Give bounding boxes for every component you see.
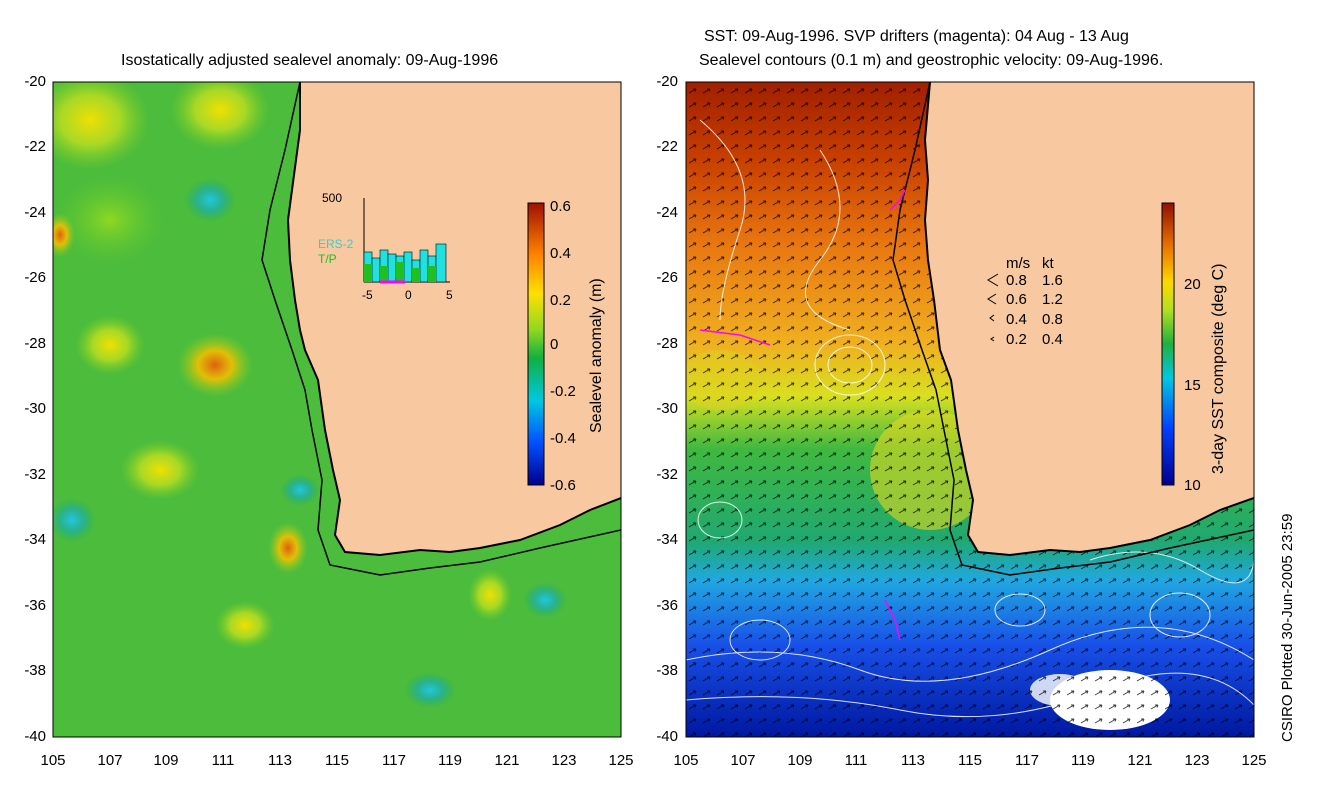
left-xtick: 109: [153, 752, 179, 769]
velocity-legend-kt: 1.2: [1042, 291, 1063, 308]
inset-histogram: [363, 198, 450, 284]
right-ytick: -28: [656, 335, 678, 352]
credit-label: CSIRO Plotted 30-Jun-2005 23:59: [1279, 513, 1296, 742]
left-colorbar-tick: -0.4: [550, 430, 576, 447]
inset-xtick: 5: [446, 288, 453, 302]
right-plot-frame: [685, 81, 1255, 738]
left-map-field: [53, 82, 621, 737]
velocity-legend-kt: 0.4: [1042, 331, 1063, 348]
right-colorbar: [1161, 202, 1175, 486]
velocity-legend-arrows: [987, 273, 999, 342]
right-colorbar-tick: 20: [1184, 276, 1201, 293]
left-colorbar-tick: -0.6: [550, 477, 576, 494]
left-ytick: -36: [24, 597, 46, 614]
left-ytick: -30: [24, 400, 46, 417]
right-colorbar-tick: 15: [1184, 377, 1201, 394]
left-xtick: 121: [494, 752, 520, 769]
left-ytick: -34: [24, 531, 46, 548]
left-ytick: -26: [24, 269, 46, 286]
velocity-legend-header-ms: m/s: [1006, 255, 1031, 272]
left-xtick: 123: [551, 752, 577, 769]
left-xtick: 119: [438, 752, 462, 769]
right-xtick: 125: [1241, 752, 1267, 769]
right-xtick: 111: [844, 752, 868, 769]
left-plot-frame: [52, 81, 622, 738]
right-ytick: -20: [656, 73, 678, 90]
inset-legend-ers2: ERS-2: [318, 237, 354, 251]
right-ytick: -32: [656, 466, 678, 483]
left-ytick: -20: [24, 73, 46, 90]
inset-xtick: -5: [362, 288, 373, 302]
right-xtick: 123: [1184, 752, 1210, 769]
left-ytick: -38: [24, 662, 46, 679]
right-chart-title-line2: Sealevel contours (0.1 m) and geostrophi…: [699, 52, 1164, 69]
right-ytick: -38: [656, 662, 678, 679]
left-xtick: 117: [382, 752, 406, 769]
right-xtick: 113: [901, 752, 925, 769]
left-ytick: -32: [24, 466, 46, 483]
left-xtick: 125: [608, 752, 634, 769]
left-colorbar-tick: 0.6: [550, 198, 571, 215]
left-xtick: 107: [97, 752, 123, 769]
right-colorbar-label: 3-day SST composite (deg C): [1210, 263, 1227, 474]
left-xtick: 105: [40, 752, 66, 769]
left-colorbar: [527, 202, 545, 486]
velocity-legend-kt: 1.6: [1042, 272, 1063, 289]
right-ytick: -24: [656, 204, 678, 221]
right-ytick: -36: [656, 597, 678, 614]
left-ytick: -40: [24, 728, 46, 745]
left-colorbar-label: Sealevel anomaly (m): [588, 278, 605, 433]
velocity-legend-ms: 0.6: [1006, 291, 1027, 308]
left-xtick: 111: [211, 752, 235, 769]
right-xtick: 115: [958, 752, 982, 769]
left-ytick: -24: [24, 204, 46, 221]
right-xtick: 117: [1015, 752, 1039, 769]
inset-ymax-label: 500: [322, 191, 342, 205]
right-xtick: 105: [673, 752, 699, 769]
right-ytick: -34: [656, 531, 678, 548]
inset-xtick: 0: [405, 288, 412, 302]
right-xtick: 109: [787, 752, 813, 769]
left-colorbar-tick: 0: [550, 336, 559, 353]
right-ytick: -22: [656, 138, 678, 155]
left-colorbar-tick: -0.2: [550, 383, 576, 400]
left-ytick: -22: [24, 138, 46, 155]
velocity-legend-ms: 0.2: [1006, 331, 1027, 348]
inset-legend-tp: T/P: [318, 252, 337, 266]
right-ytick: -26: [656, 269, 678, 286]
velocity-legend-ms: 0.8: [1006, 272, 1027, 289]
right-xtick: 121: [1127, 752, 1153, 769]
right-ytick: -40: [656, 728, 678, 745]
right-colorbar-tick: 10: [1184, 477, 1201, 494]
velocity-legend-ms: 0.4: [1006, 311, 1027, 328]
right-xtick: 107: [730, 752, 756, 769]
left-xtick: 113: [268, 752, 292, 769]
right-xtick: 119: [1071, 752, 1095, 769]
left-chart-title: Isostatically adjusted sealevel anomaly:…: [121, 52, 499, 69]
velocity-legend-header-kt: kt: [1042, 255, 1054, 272]
left-xtick: 115: [325, 752, 349, 769]
right-ytick: -30: [656, 400, 678, 417]
velocity-legend-kt: 0.8: [1042, 311, 1063, 328]
right-chart-title-line1: SST: 09-Aug-1996. SVP drifters (magenta)…: [704, 28, 1129, 45]
left-colorbar-tick: 0.4: [550, 245, 571, 262]
left-colorbar-tick: 0.2: [550, 292, 571, 309]
left-ytick: -28: [24, 335, 46, 352]
